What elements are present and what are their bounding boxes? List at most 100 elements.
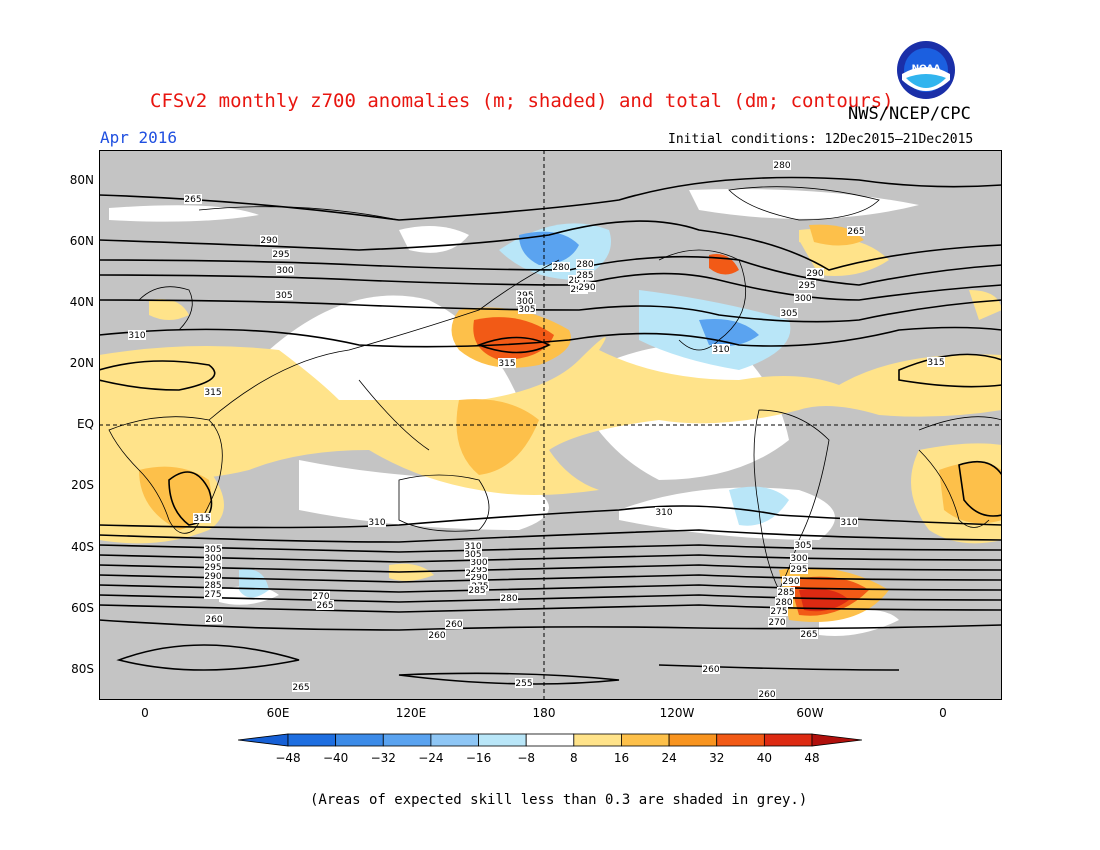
colorbar-cell bbox=[621, 733, 670, 747]
contour-label: 260 bbox=[428, 631, 445, 641]
lat-label: 80S bbox=[71, 662, 94, 676]
contour-label: 305 bbox=[204, 545, 221, 555]
contour-label: 265 bbox=[316, 601, 333, 611]
contour-label: 315 bbox=[204, 388, 221, 398]
contour-label: 280 bbox=[576, 260, 593, 270]
lat-label: 40S bbox=[71, 540, 94, 554]
contour-label: 310 bbox=[464, 542, 481, 552]
contour-label: 285 bbox=[576, 271, 593, 281]
contour-label-bg bbox=[770, 606, 788, 616]
contour-label: 265 bbox=[292, 683, 309, 693]
colorbar-tick-label: 48 bbox=[804, 751, 819, 765]
contour-label: 255 bbox=[515, 679, 532, 689]
contour-label-bg bbox=[655, 507, 673, 517]
contour-label: 260 bbox=[205, 615, 222, 625]
colorbar-cell bbox=[478, 733, 527, 747]
contour-label-bg bbox=[316, 600, 334, 610]
contour-label: 270 bbox=[312, 592, 329, 602]
contour-label: 295 bbox=[470, 565, 487, 575]
contour-label: 295 bbox=[204, 563, 221, 573]
colorbar-cell bbox=[382, 733, 432, 747]
contour-label: 290 bbox=[470, 573, 487, 583]
contour-label-bg bbox=[204, 544, 222, 554]
lat-label: 20S bbox=[71, 478, 94, 492]
lon-label: 60E bbox=[266, 706, 290, 720]
contour-label-bg bbox=[798, 280, 816, 290]
lat-label: 80N bbox=[69, 173, 94, 187]
coastlines bbox=[108, 186, 1002, 591]
colorbar-cell bbox=[525, 733, 575, 747]
contour-label-bg bbox=[768, 617, 786, 627]
contour-label-bg bbox=[204, 571, 222, 581]
contour-label-bg bbox=[847, 226, 865, 236]
contour-label: 260 bbox=[702, 665, 719, 675]
colorbar-cell bbox=[287, 733, 337, 747]
noaa-logo: NOAA bbox=[897, 41, 955, 99]
contour-label-bg bbox=[702, 664, 720, 674]
lon-label: 60W bbox=[796, 706, 824, 720]
contour-label-bg bbox=[193, 513, 211, 523]
contour-label: 315 bbox=[193, 514, 210, 524]
contour-label-bg bbox=[470, 572, 488, 582]
contour-label-bg bbox=[794, 293, 812, 303]
contour-label: 310 bbox=[655, 508, 672, 518]
contour-label-bg bbox=[775, 597, 793, 607]
contour-label-bg bbox=[552, 262, 570, 272]
contour-label: 265 bbox=[800, 630, 817, 640]
colorbar-tick-label: −16 bbox=[466, 751, 491, 765]
anomaly-map: 2802852902652902953003053103153152953003… bbox=[99, 150, 1002, 700]
contour-label: 285 bbox=[204, 581, 221, 591]
contour-label-bg bbox=[312, 591, 330, 601]
contour-label: 290 bbox=[578, 283, 595, 293]
contour-label: 305 bbox=[780, 309, 797, 319]
colorbar-cell bbox=[430, 733, 479, 747]
contour-label-bg bbox=[428, 630, 446, 640]
lat-label: 60S bbox=[71, 601, 94, 615]
contour-label: 265 bbox=[847, 227, 864, 237]
extreme-positive-regions bbox=[799, 588, 849, 612]
colorbar-high-arrow bbox=[811, 733, 862, 747]
contour-label-bg bbox=[470, 564, 488, 574]
contour-label-bg bbox=[470, 557, 488, 567]
contour-label-bg bbox=[790, 564, 808, 574]
lon-label: 0 bbox=[141, 706, 149, 720]
contour-label: 290 bbox=[806, 269, 823, 279]
contour-label-bg bbox=[464, 549, 482, 559]
lon-label: 120W bbox=[659, 706, 695, 720]
contour-label-bg bbox=[790, 553, 808, 563]
contour-label: 300 bbox=[470, 558, 487, 568]
contour-label-bg bbox=[794, 540, 812, 550]
contour-label-bg bbox=[578, 282, 596, 292]
colorbar-tick-label: 32 bbox=[709, 751, 724, 765]
lon-label: 120E bbox=[395, 706, 427, 720]
colorbar-tick-label: −8 bbox=[517, 751, 535, 765]
contour-label: 260 bbox=[758, 690, 775, 700]
contour-label: 285 bbox=[777, 588, 794, 598]
contour-label-bg bbox=[464, 541, 482, 551]
contour-label: 290 bbox=[782, 577, 799, 587]
contour-label-bg bbox=[260, 235, 278, 245]
contour-label: 280 bbox=[500, 594, 517, 604]
colorbar-tick-label: −32 bbox=[371, 751, 396, 765]
contour-label-bg bbox=[516, 290, 534, 300]
contour-label: 295 bbox=[798, 281, 815, 291]
contour-label-bg bbox=[500, 593, 518, 603]
contour-label-bg bbox=[800, 629, 818, 639]
contour-label: 310 bbox=[128, 331, 145, 341]
contour-label-bg bbox=[576, 259, 594, 269]
contour-label-bg bbox=[840, 517, 858, 527]
contour-label-bg bbox=[204, 562, 222, 572]
contour-label: 305 bbox=[275, 291, 292, 301]
contour-label: 295 bbox=[790, 565, 807, 575]
colorbar-tick-label: 8 bbox=[570, 751, 578, 765]
contour-label: 300 bbox=[516, 297, 533, 307]
contour-lines bbox=[99, 176, 1002, 685]
contour-label-bg bbox=[184, 194, 202, 204]
colorbar-tick-label: −48 bbox=[275, 751, 300, 765]
contour-label-bg bbox=[205, 614, 223, 624]
contour-label: 315 bbox=[498, 359, 515, 369]
contour-label: 285 bbox=[568, 276, 585, 286]
contour-label: 310 bbox=[840, 518, 857, 528]
contour-label-bg bbox=[204, 387, 222, 397]
initial-conditions: Initial conditions: 12Dec2015–21Dec2015 bbox=[668, 132, 974, 147]
